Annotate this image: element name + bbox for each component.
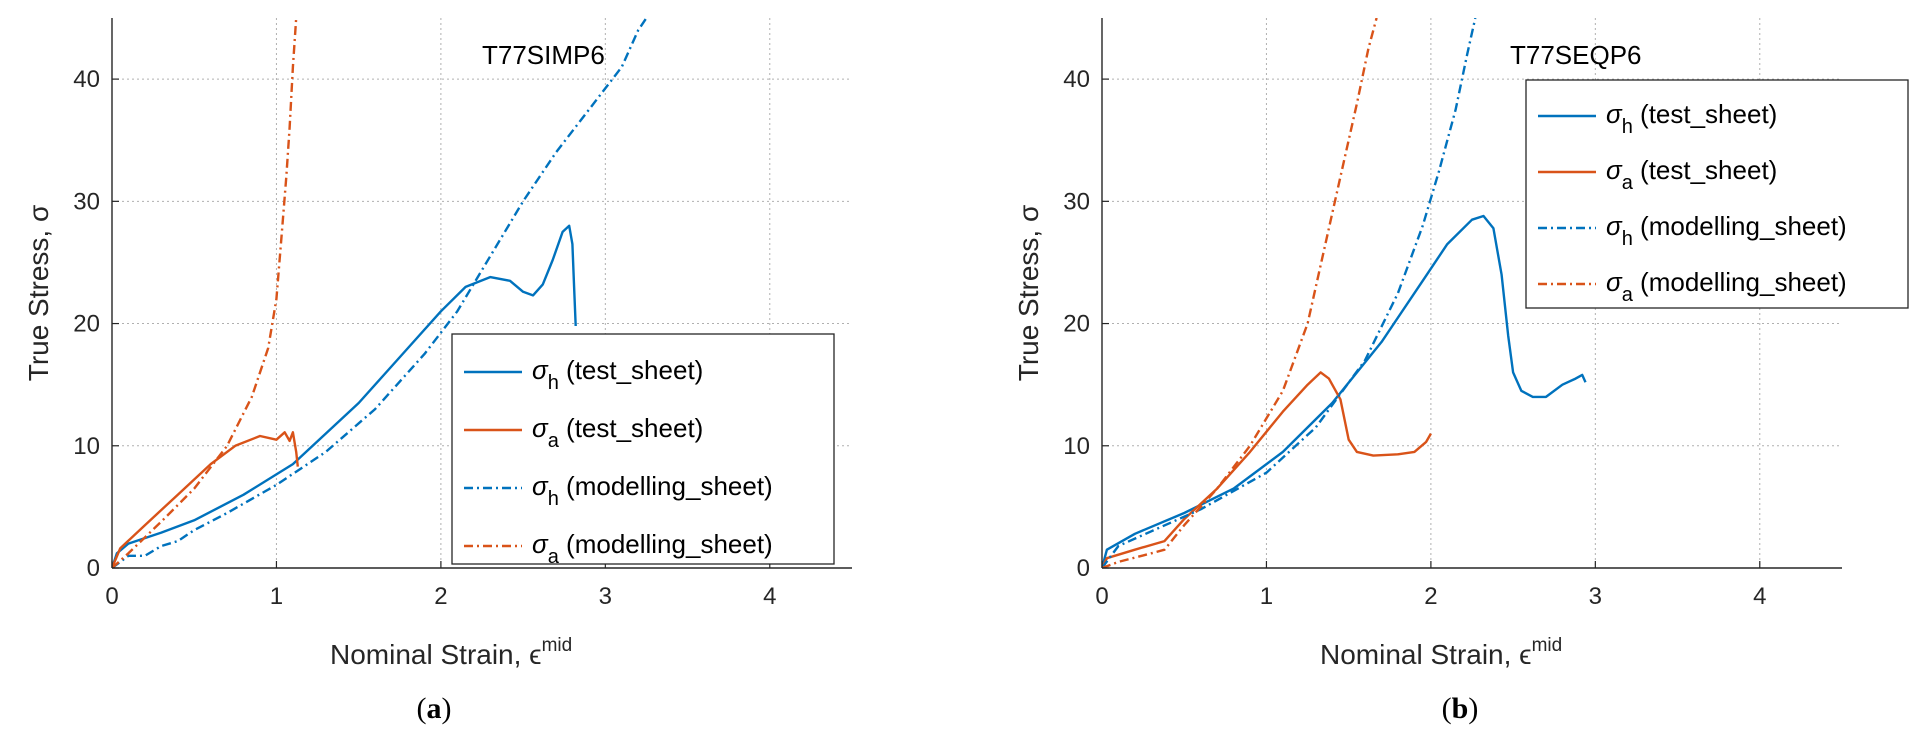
- x-tick-label: 4: [1753, 583, 1766, 610]
- x-tick-label: 3: [599, 583, 612, 610]
- legend-label-4: σa (modelling_sheet): [532, 529, 773, 568]
- x-tick-label: 1: [270, 583, 283, 610]
- panel-b-legend-box: [1525, 79, 1909, 309]
- series-line-2: [112, 431, 299, 568]
- y-tick-label: 0: [1077, 555, 1090, 582]
- x-tick-label: 2: [434, 583, 447, 610]
- y-tick-label: 10: [1063, 433, 1090, 460]
- x-tick-label: 2: [1424, 583, 1437, 610]
- x-tick-label: 3: [1589, 583, 1602, 610]
- y-tick-label: 0: [87, 555, 100, 582]
- panel-a-legend: σh (test_sheet) σa (test_sheet) σh (modell…: [451, 333, 835, 568]
- legend-label-4: σa (modelling_sheet): [1606, 267, 1847, 306]
- y-tick-label: 30: [73, 188, 100, 215]
- series-line-1: [1102, 214, 1587, 568]
- panel-a-series: [112, 18, 648, 568]
- series-line-2: [1102, 371, 1432, 568]
- panel-b-title: T77SEQP6: [1510, 40, 1642, 70]
- series-line-3: [1102, 18, 1477, 568]
- y-tick-label: 40: [1063, 66, 1090, 93]
- panel-a-y-axis-label: True Stress, σ: [23, 205, 54, 382]
- panel-b-legend: σh (test_sheet) σa (test_sheet) σh (modell…: [1525, 79, 1909, 309]
- y-tick-label: 30: [1063, 188, 1090, 215]
- panel-a-x-axis-label: Nominal Strain, ϵmid: [330, 635, 572, 670]
- panel-b-series: [1102, 18, 1587, 568]
- x-tick-label: 0: [105, 583, 118, 610]
- series-line-4: [112, 18, 298, 568]
- y-tick-label: 40: [73, 66, 100, 93]
- series-line-4: [1102, 18, 1378, 568]
- panel-b-y-axis-label: True Stress, σ: [1013, 205, 1044, 382]
- legend-label-2: σa (test_sheet): [532, 413, 703, 452]
- panel-a-title: T77SIMP6: [482, 40, 605, 70]
- panel-b-axes: [1101, 18, 1842, 569]
- legend-label-1: σh (test_sheet): [532, 355, 703, 394]
- legend-label-3: σh (modelling_sheet): [1606, 211, 1847, 250]
- y-tick-label: 20: [73, 311, 100, 338]
- y-tick-label: 20: [1063, 311, 1090, 338]
- legend-label-3: σh (modelling_sheet): [532, 471, 773, 510]
- y-tick-label: 10: [73, 433, 100, 460]
- series-line-3: [112, 18, 648, 568]
- series-line-1: [112, 224, 577, 568]
- x-tick-label: 4: [763, 583, 776, 610]
- x-tick-label: 1: [1260, 583, 1273, 610]
- panel-a-caption: (a): [417, 692, 452, 725]
- legend-label-1: σh (test_sheet): [1606, 99, 1777, 138]
- panel-b-x-axis-label: Nominal Strain, ϵmid: [1320, 635, 1562, 670]
- panel-b-caption: (b): [1442, 692, 1479, 725]
- legend-label-2: σa (test_sheet): [1606, 155, 1777, 194]
- x-tick-label: 0: [1095, 583, 1108, 610]
